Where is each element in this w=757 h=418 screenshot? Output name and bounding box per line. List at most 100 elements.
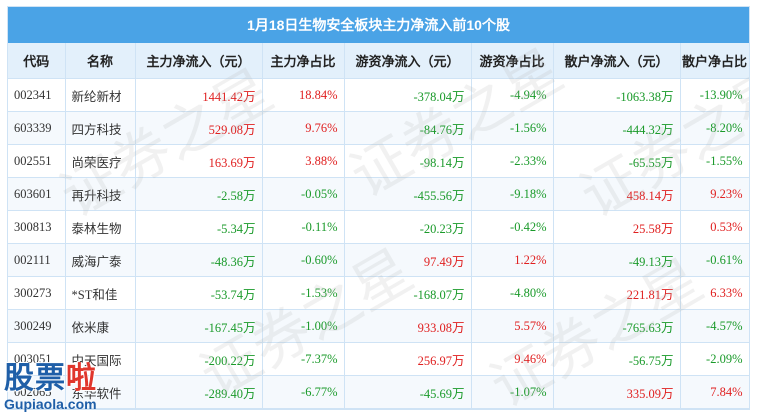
- cell-retail-inflow: -49.13万: [553, 243, 681, 277]
- cell-code: 002111: [8, 243, 66, 277]
- cell-hot-inflow: 256.97万: [344, 342, 472, 376]
- cell-retail-ratio: -13.90%: [680, 78, 749, 112]
- data-table: 代码 名称 主力净流入（元） 主力净占比 游资净流入（元） 游资净占比 散户净流…: [8, 43, 749, 409]
- cell-main-ratio: -0.60%: [262, 243, 345, 277]
- col-header-hot-ratio: 游资净占比: [471, 43, 554, 79]
- cell-hot-inflow: -45.69万: [344, 375, 472, 409]
- cell-main-ratio: 18.84%: [262, 78, 345, 112]
- table-row: 300813 泰林生物 -5.34万 -0.11% -20.23万 -0.42% 25.58…: [8, 210, 749, 244]
- cell-hot-ratio: 9.46%: [471, 342, 554, 376]
- cell-hot-ratio: -1.56%: [471, 111, 554, 145]
- cell-name: 依米康: [65, 309, 136, 343]
- cell-name: 威海广泰: [65, 243, 136, 277]
- cell-retail-inflow: -444.32万: [553, 111, 681, 145]
- cell-name: 中天国际: [65, 342, 136, 376]
- col-header-retail-inflow: 散户净流入（元）: [553, 43, 681, 79]
- cell-retail-inflow: 221.81万: [553, 276, 681, 310]
- cell-retail-inflow: -765.63万: [553, 309, 681, 343]
- cell-main-ratio: -0.11%: [262, 210, 345, 244]
- table-title: 1月18日生物安全板块主力净流入前10个股: [8, 7, 749, 43]
- cell-main-ratio: -6.77%: [262, 375, 345, 409]
- cell-name: 尚荣医疗: [65, 144, 136, 178]
- cell-code: 300813: [8, 210, 66, 244]
- cell-hot-ratio: -0.42%: [471, 210, 554, 244]
- cell-code: 300273: [8, 276, 66, 310]
- cell-code: 603601: [8, 177, 66, 211]
- cell-retail-ratio: -0.61%: [680, 243, 749, 277]
- cell-main-ratio: -1.53%: [262, 276, 345, 310]
- cell-main-ratio: 3.88%: [262, 144, 345, 178]
- cell-code: 002065: [8, 375, 66, 409]
- cell-retail-ratio: -2.09%: [680, 342, 749, 376]
- cell-retail-ratio: 6.33%: [680, 276, 749, 310]
- cell-hot-ratio: -2.33%: [471, 144, 554, 178]
- cell-retail-ratio: 7.84%: [680, 375, 749, 409]
- cell-main-inflow: -53.74万: [135, 276, 263, 310]
- cell-hot-inflow: 97.49万: [344, 243, 472, 277]
- header-row: 代码 名称 主力净流入（元） 主力净占比 游资净流入（元） 游资净占比 散户净流…: [8, 43, 749, 79]
- cell-hot-inflow: -168.07万: [344, 276, 472, 310]
- col-header-main-ratio: 主力净占比: [262, 43, 345, 79]
- cell-name: 四方科技: [65, 111, 136, 145]
- cell-main-inflow: 529.08万: [135, 111, 263, 145]
- cell-retail-inflow: 335.09万: [553, 375, 681, 409]
- cell-hot-inflow: -455.56万: [344, 177, 472, 211]
- table-row: 603601 再升科技 -2.58万 -0.05% -455.56万 -9.18% 458.…: [8, 177, 749, 211]
- table-row: 002065 东华软件 -289.40万 -6.77% -45.69万 -1.07% 335…: [8, 375, 749, 409]
- cell-main-ratio: -0.05%: [262, 177, 345, 211]
- cell-hot-ratio: -4.80%: [471, 276, 554, 310]
- cell-hot-inflow: -98.14万: [344, 144, 472, 178]
- cell-main-inflow: -2.58万: [135, 177, 263, 211]
- cell-main-ratio: -1.00%: [262, 309, 345, 343]
- col-header-retail-ratio: 散户净占比: [680, 43, 749, 79]
- col-header-name: 名称: [65, 43, 136, 79]
- cell-main-ratio: 9.76%: [262, 111, 345, 145]
- cell-main-inflow: -48.36万: [135, 243, 263, 277]
- cell-main-inflow: -167.45万: [135, 309, 263, 343]
- cell-name: 泰林生物: [65, 210, 136, 244]
- table-row: 300249 依米康 -167.45万 -1.00% 933.08万 5.57% -765.…: [8, 309, 749, 343]
- cell-retail-inflow: -65.55万: [553, 144, 681, 178]
- cell-name: *ST和佳: [65, 276, 136, 310]
- table-row: 002111 威海广泰 -48.36万 -0.60% 97.49万 1.22% -49.13…: [8, 243, 749, 277]
- cell-retail-ratio: -4.57%: [680, 309, 749, 343]
- table-body: 002341 新纶新材 1441.42万 18.84% -378.04万 -4.94% -1…: [8, 78, 749, 409]
- cell-retail-inflow: -56.75万: [553, 342, 681, 376]
- cell-name: 再升科技: [65, 177, 136, 211]
- cell-main-inflow: -289.40万: [135, 375, 263, 409]
- cell-hot-ratio: -9.18%: [471, 177, 554, 211]
- cell-hot-inflow: -378.04万: [344, 78, 472, 112]
- cell-retail-ratio: 0.53%: [680, 210, 749, 244]
- cell-hot-ratio: 1.22%: [471, 243, 554, 277]
- table-row: 002341 新纶新材 1441.42万 18.84% -378.04万 -4.94% -1…: [8, 78, 749, 112]
- table-row: 603339 四方科技 529.08万 9.76% -84.76万 -1.56% -444.…: [8, 111, 749, 145]
- cell-code: 603339: [8, 111, 66, 145]
- cell-name: 新纶新材: [65, 78, 136, 112]
- cell-retail-ratio: 9.23%: [680, 177, 749, 211]
- cell-retail-inflow: -1063.38万: [553, 78, 681, 112]
- cell-code: 003051: [8, 342, 66, 376]
- cell-main-ratio: -7.37%: [262, 342, 345, 376]
- col-header-main-inflow: 主力净流入（元）: [135, 43, 263, 79]
- cell-retail-inflow: 25.58万: [553, 210, 681, 244]
- cell-retail-inflow: 458.14万: [553, 177, 681, 211]
- cell-retail-ratio: -8.20%: [680, 111, 749, 145]
- cell-code: 002341: [8, 78, 66, 112]
- cell-code: 002551: [8, 144, 66, 178]
- table-row: 300273 *ST和佳 -53.74万 -1.53% -168.07万 -4.80% 22…: [8, 276, 749, 310]
- cell-code: 300249: [8, 309, 66, 343]
- col-header-code: 代码: [8, 43, 66, 79]
- table-row: 003051 中天国际 -200.22万 -7.37% 256.97万 9.46% -56.…: [8, 342, 749, 376]
- cell-hot-inflow: -20.23万: [344, 210, 472, 244]
- cell-main-inflow: -5.34万: [135, 210, 263, 244]
- cell-main-inflow: 163.69万: [135, 144, 263, 178]
- cell-hot-ratio: 5.57%: [471, 309, 554, 343]
- col-header-hot-inflow: 游资净流入（元）: [344, 43, 472, 79]
- cell-hot-inflow: 933.08万: [344, 309, 472, 343]
- cell-hot-ratio: -4.94%: [471, 78, 554, 112]
- table-row: 002551 尚荣医疗 163.69万 3.88% -98.14万 -2.33% -65.5…: [8, 144, 749, 178]
- cell-main-inflow: 1441.42万: [135, 78, 263, 112]
- cell-main-inflow: -200.22万: [135, 342, 263, 376]
- cell-retail-ratio: -1.55%: [680, 144, 749, 178]
- cell-name: 东华软件: [65, 375, 136, 409]
